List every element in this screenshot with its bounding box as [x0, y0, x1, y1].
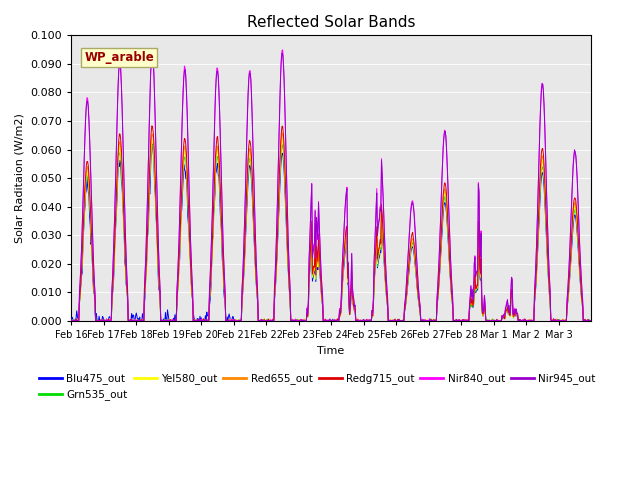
- Text: WP_arable: WP_arable: [84, 51, 154, 64]
- Legend: Blu475_out, Grn535_out, Yel580_out, Red655_out, Redg715_out, Nir840_out, Nir945_: Blu475_out, Grn535_out, Yel580_out, Red6…: [35, 369, 600, 405]
- Y-axis label: Solar Raditaion (W/m2): Solar Raditaion (W/m2): [15, 113, 25, 243]
- Title: Reflected Solar Bands: Reflected Solar Bands: [247, 15, 415, 30]
- X-axis label: Time: Time: [317, 346, 345, 356]
